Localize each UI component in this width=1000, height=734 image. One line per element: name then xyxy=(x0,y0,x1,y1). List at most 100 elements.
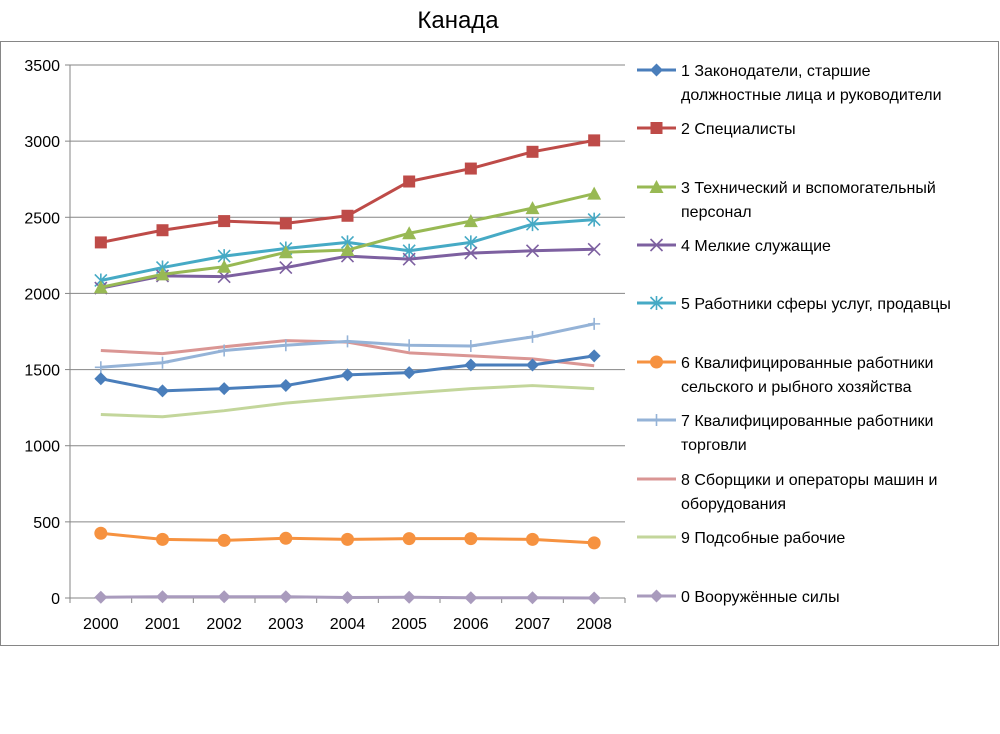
legend-label: 1 Законодатели, старшие xyxy=(681,63,871,80)
data-point-2-2000 xyxy=(94,236,107,249)
x-tick-label: 2006 xyxy=(453,616,489,633)
legend-marker xyxy=(649,238,664,252)
legend-entry-7: 7 Квалифицированные работники торговли xyxy=(637,413,933,454)
legend-label: 9 Подсобные рабочие xyxy=(681,530,845,547)
legend-entry-4: 4 Мелкие служащие xyxy=(637,238,831,255)
legend-label: 8 Сборщики и операторы машин и xyxy=(681,472,937,489)
series-3 xyxy=(93,186,602,294)
data-point-1-2005 xyxy=(402,366,416,380)
legend-label: должностные лица и руководители xyxy=(681,87,942,104)
data-point-10-2001 xyxy=(156,590,169,604)
x-tick-label: 2007 xyxy=(515,616,551,633)
y-tick-label: 3000 xyxy=(24,134,60,151)
legend-label: 0 Вооружённые силы xyxy=(681,589,840,606)
data-point-6-2000 xyxy=(94,526,108,540)
data-point-6-2003 xyxy=(279,531,293,545)
legend-label: 5 Работники сферы услуг, продавцы xyxy=(681,296,951,313)
data-point-1-2000 xyxy=(94,372,108,386)
y-tick-label: 500 xyxy=(33,515,60,532)
data-point-6-2005 xyxy=(402,532,416,546)
series-9 xyxy=(100,384,595,419)
legend-label: персонал xyxy=(681,204,752,221)
data-point-6-2006 xyxy=(464,532,478,546)
data-point-10-2005 xyxy=(402,590,416,604)
data-point-4-2007 xyxy=(525,244,540,258)
data-point-6-2002 xyxy=(217,533,231,547)
data-point-2-2008 xyxy=(588,134,601,147)
data-point-10-2002 xyxy=(217,590,231,604)
data-point-7-2002 xyxy=(218,344,231,357)
data-point-10-2000 xyxy=(94,590,108,604)
data-point-3-2007 xyxy=(525,201,540,215)
data-point-7-2000 xyxy=(94,361,107,374)
data-point-3-2001 xyxy=(155,267,170,281)
x-tick-label: 2003 xyxy=(268,616,304,633)
y-tick-label: 1500 xyxy=(24,363,60,380)
legend-entry-2: 2 Специалисты xyxy=(637,121,796,138)
data-point-7-2003 xyxy=(279,339,292,352)
y-axis-ticks: 0 500 1000 1500 2000 2500 3000 3500 xyxy=(24,58,60,608)
data-point-7-2006 xyxy=(464,339,477,352)
data-point-1-2008 xyxy=(587,349,601,363)
y-tick-label: 1000 xyxy=(24,439,60,456)
series-line-9 xyxy=(100,384,595,419)
y-tick-label: 2500 xyxy=(24,210,60,227)
data-point-3-2006 xyxy=(463,214,478,228)
series-7 xyxy=(94,317,601,374)
data-point-10-2007 xyxy=(526,591,539,605)
y-tick-label: 3500 xyxy=(24,58,60,75)
data-point-5-2006 xyxy=(464,235,478,250)
legend-label: 7 Квалифицированные работники xyxy=(681,413,933,430)
x-tick-label: 2004 xyxy=(330,616,366,633)
data-point-4-2008 xyxy=(587,242,601,256)
data-point-2-2004 xyxy=(341,209,354,222)
data-point-4-2006 xyxy=(464,246,478,260)
data-point-1-2002 xyxy=(217,382,231,396)
x-tick-label: 2002 xyxy=(206,616,242,633)
data-point-1-2003 xyxy=(279,379,293,393)
data-point-7-2001 xyxy=(156,356,169,369)
data-point-3-2004 xyxy=(340,243,355,257)
data-point-4-2005 xyxy=(402,252,416,266)
data-point-10-2008 xyxy=(587,591,601,605)
x-axis-ticks: 2000 2001 2002 2003 2004 2005 2006 2007 2008 xyxy=(83,616,612,633)
data-point-2-2007 xyxy=(526,145,539,158)
data-point-2-2003 xyxy=(279,217,292,230)
data-point-6-2004 xyxy=(341,532,354,546)
legend-entry-5: 5 Работники сферы услуг, продавцы xyxy=(637,296,951,313)
data-point-6-2001 xyxy=(156,532,169,546)
data-point-2-2005 xyxy=(403,175,416,188)
legend-label: 6 Квалифицированные работники xyxy=(681,355,933,372)
legend-label: оборудования xyxy=(681,496,786,513)
legend-entry-10: 0 Вооружённые силы xyxy=(637,589,840,606)
data-point-10-2003 xyxy=(279,590,293,604)
x-tick-label: 2008 xyxy=(576,616,612,633)
chart-title: Канада xyxy=(417,7,499,34)
legend-marker xyxy=(649,180,664,193)
legend-marker xyxy=(650,414,663,426)
data-point-1-2001 xyxy=(156,384,169,398)
series-6 xyxy=(94,526,601,550)
data-point-7-2004 xyxy=(341,335,354,348)
data-point-5-2008 xyxy=(587,212,601,227)
y-tick-label: 0 xyxy=(51,591,60,608)
data-point-10-2004 xyxy=(341,591,354,605)
x-tick-label: 2000 xyxy=(83,616,119,633)
series-2 xyxy=(94,134,601,249)
legend-label: сельского и рыбного хозяйства xyxy=(681,379,912,396)
data-point-1-2007 xyxy=(526,358,539,372)
data-point-3-2008 xyxy=(587,186,602,200)
data-point-7-2007 xyxy=(526,330,539,343)
x-tick-label: 2005 xyxy=(391,616,427,633)
data-point-2-2001 xyxy=(156,224,169,237)
y-tick-label: 2000 xyxy=(24,286,60,303)
data-point-7-2005 xyxy=(403,339,416,352)
data-point-6-2008 xyxy=(587,536,601,550)
data-point-3-2005 xyxy=(402,226,417,240)
data-point-10-2006 xyxy=(464,591,478,605)
data-point-6-2007 xyxy=(526,532,539,546)
legend: 1 Законодатели, старшие должностные лица … xyxy=(637,63,951,606)
data-point-3-2003 xyxy=(278,245,293,259)
x-tick-label: 2001 xyxy=(145,616,181,633)
